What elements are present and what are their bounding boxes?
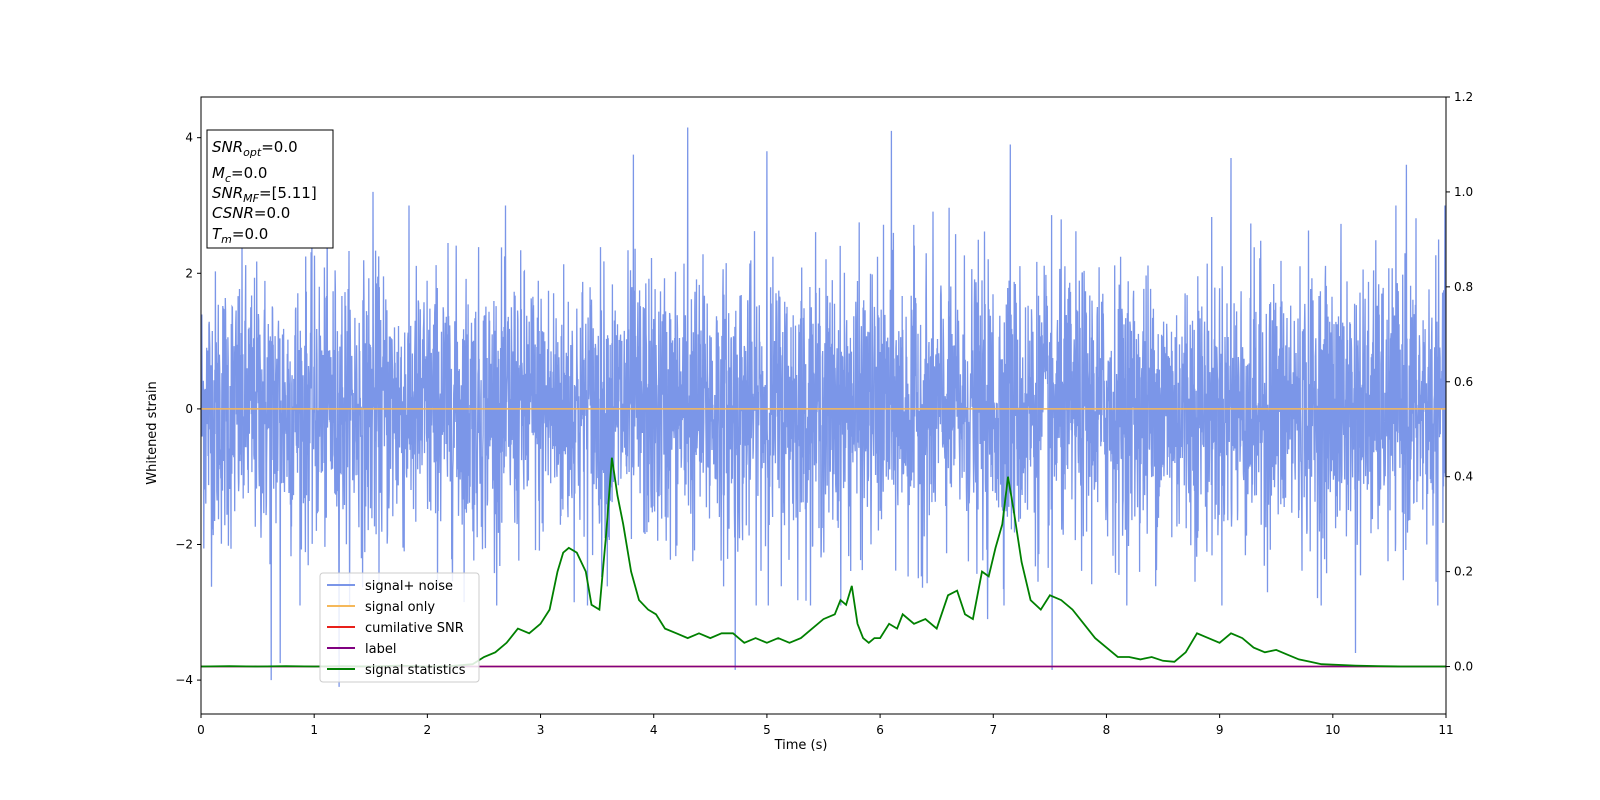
y2-tick-label: 1.2 — [1454, 90, 1473, 104]
y-tick-label: 0 — [185, 402, 193, 416]
series-signal-noise — [201, 127, 1446, 687]
legend-item-signal-only: signal only — [327, 600, 435, 615]
x-tick-label: 10 — [1325, 723, 1340, 737]
x-tick-label: 9 — [1216, 723, 1224, 737]
legend: signal+ noise signal only cumilative SNR… — [319, 572, 480, 683]
x-tick-label: 0 — [197, 723, 205, 737]
x-tick-label: 8 — [1103, 723, 1111, 737]
x-tick-label: 2 — [424, 723, 432, 737]
info-mc: Mc=0.0 — [212, 164, 267, 185]
x-tick-label: 1 — [310, 723, 318, 737]
y2-tick-label: 0.2 — [1454, 565, 1473, 579]
x-tick-label: 11 — [1438, 723, 1453, 737]
y2-tick-label: 0.8 — [1454, 280, 1473, 294]
x-tick-label: 3 — [537, 723, 545, 737]
legend-label-signal-only: signal only — [365, 600, 435, 615]
legend-item-signal-statistics: signal statistics — [327, 663, 466, 678]
legend-item-label: label — [327, 642, 396, 657]
x-axis-label: Time (s) — [774, 738, 828, 753]
y-tick-label: −2 — [175, 537, 193, 551]
y2-tick-label: 0.4 — [1454, 470, 1473, 484]
plot-frame — [200, 96, 1447, 715]
info-snr-opt: SNRopt=0.0 — [212, 138, 298, 159]
info-tm: Tm=0.0 — [212, 225, 268, 246]
y-axis-label: Whitened strain — [145, 381, 160, 484]
legend-item-cumilative-snr: cumilative SNR — [327, 621, 464, 636]
x-tick-label: 5 — [763, 723, 771, 737]
legend-label-signal-noise: signal+ noise — [365, 579, 453, 594]
legend-label-cumilative-snr: cumilative SNR — [365, 621, 464, 636]
y-tick-label: 2 — [185, 266, 193, 280]
y-tick-label: 4 — [185, 131, 193, 145]
x-tick-label: 7 — [989, 723, 997, 737]
y2-tick-label: 1.0 — [1454, 185, 1473, 199]
series-signal-statistics — [201, 457, 1446, 668]
legend-label-signal-statistics: signal statistics — [365, 663, 466, 678]
y2-tick-label: 0.6 — [1454, 375, 1473, 389]
y-tick-label: −4 — [175, 673, 193, 687]
info-box: SNRopt=0.0 Mc=0.0 SNRMF=[5.11] CSNR=0.0 … — [206, 129, 334, 249]
legend-item-signal-noise: signal+ noise — [327, 579, 453, 594]
legend-label-label: label — [365, 642, 396, 657]
y2-tick-label: 0.0 — [1454, 660, 1473, 674]
info-csnr: CSNR=0.0 — [212, 204, 290, 222]
x-tick-label: 6 — [876, 723, 884, 737]
info-snr-mf: SNRMF=[5.11] — [212, 184, 317, 205]
x-tick-label: 4 — [650, 723, 658, 737]
